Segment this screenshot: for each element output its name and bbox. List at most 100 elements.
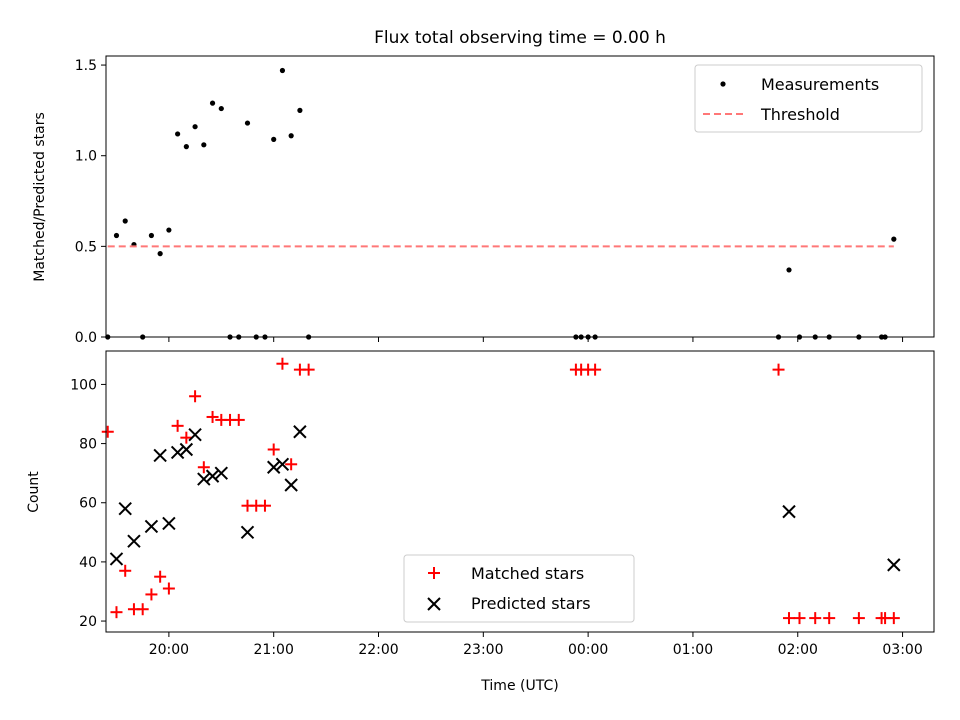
top-axis-ticks: 0.0 0.5 1.0 1.5 xyxy=(75,58,904,346)
y-tick-label: 60 xyxy=(79,496,97,512)
predicted-star-point xyxy=(293,425,307,439)
predicted-star-point xyxy=(127,534,141,548)
y-tick-label: 40 xyxy=(79,555,97,571)
measurement-point xyxy=(891,236,897,242)
predicted-star-point xyxy=(214,466,228,480)
predicted-star-point xyxy=(205,469,220,483)
matched-star-point xyxy=(809,612,822,625)
matched-stars-legend-marker xyxy=(428,567,440,579)
matched-star-point xyxy=(180,431,193,444)
matched-star-point xyxy=(110,606,123,619)
measurement-point xyxy=(288,133,294,139)
y-tick-label: 0.5 xyxy=(75,239,97,255)
matched-star-point xyxy=(145,588,158,601)
matched-star-point xyxy=(267,443,280,456)
y-tick-label: 80 xyxy=(79,437,97,453)
measurement-point xyxy=(279,67,286,74)
measurement-point xyxy=(218,105,224,112)
x-tick-label: 00:00 xyxy=(568,642,608,658)
measurement-point xyxy=(192,124,198,130)
measurement-point xyxy=(244,120,251,126)
y-tick-label: 1.0 xyxy=(75,149,97,165)
threshold-legend-label: Threshold xyxy=(760,105,840,124)
predicted-star-point xyxy=(240,525,255,540)
bottom-panel: Count Time (UTC) 20 40 60 80 100 20:00 21:00 22… xyxy=(26,350,935,694)
measurement-point xyxy=(201,142,207,148)
measurement-point xyxy=(122,218,128,224)
bottom-legend-box xyxy=(403,554,635,623)
predicted-star-point xyxy=(188,428,202,442)
matched-star-point xyxy=(171,419,184,432)
predicted-star-point xyxy=(275,457,290,471)
bottom-plot-frame xyxy=(105,350,935,633)
predicted-star-point xyxy=(887,558,901,572)
matched-star-point xyxy=(258,499,271,512)
predicted-star-point xyxy=(170,445,185,460)
predicted-star-point xyxy=(197,472,211,486)
top-panel: Flux total observing time = 0.00 h Match… xyxy=(32,28,935,346)
predicted-star-point xyxy=(118,501,132,516)
bottom-legend: Matched stars Predicted stars xyxy=(403,554,635,623)
measurement-point xyxy=(148,232,155,239)
matched-star-point xyxy=(852,612,865,625)
measurement-point xyxy=(157,251,163,257)
matched-star-point xyxy=(189,390,202,403)
measurement-point xyxy=(166,227,172,233)
matched-star-point xyxy=(276,357,289,370)
x-tick-label: 21:00 xyxy=(254,642,294,658)
predicted-star-point xyxy=(109,552,124,566)
measurement-point xyxy=(271,136,277,142)
x-tick-label: 03:00 xyxy=(882,642,922,658)
matched-star-point xyxy=(162,582,175,595)
x-tick-label: 20:00 xyxy=(149,642,189,658)
x-tick-label: 01:00 xyxy=(673,642,713,658)
x-axis-label-time: Time (UTC) xyxy=(480,678,558,694)
matched-star-point xyxy=(793,612,806,625)
matched-star-point xyxy=(136,603,149,616)
predicted-star-point xyxy=(162,516,176,531)
top-legend-box xyxy=(694,64,923,133)
matched-stars-legend-label: Matched stars xyxy=(471,564,584,583)
predicted-star-point xyxy=(284,478,298,492)
measurement-point xyxy=(175,131,181,137)
measurement-point xyxy=(209,100,216,106)
bottom-plot-marks xyxy=(101,357,901,625)
matched-star-point xyxy=(302,363,315,376)
chart-title: Flux total observing time = 0.00 h xyxy=(374,28,666,48)
y-tick-label: 20 xyxy=(79,614,97,630)
matched-star-point xyxy=(887,612,900,625)
matched-star-point xyxy=(197,461,210,474)
predicted-star-point xyxy=(153,448,167,463)
y-tick-label: 1.5 xyxy=(75,58,97,74)
predicted-star-point xyxy=(266,460,281,474)
predicted-star-point xyxy=(144,519,159,534)
measurements-legend-label: Measurements xyxy=(761,75,879,94)
matched-star-point xyxy=(285,458,298,471)
matched-star-point xyxy=(154,570,167,583)
bottom-axis-ticks: 20 40 60 80 100 20:00 21:00 22:00 23:00 00:00 01:0… xyxy=(70,377,922,658)
y-tick-label: 100 xyxy=(70,377,97,393)
matched-star-point xyxy=(589,363,602,376)
matched-star-point xyxy=(232,413,245,426)
measurement-point xyxy=(786,267,792,273)
measurement-point xyxy=(113,232,120,239)
predicted-star-point xyxy=(179,442,194,457)
predicted-star-point xyxy=(782,504,796,519)
matched-star-point xyxy=(206,410,219,423)
x-tick-label: 22:00 xyxy=(358,642,398,658)
top-legend: Measurements Threshold xyxy=(694,64,923,133)
matched-star-point xyxy=(772,363,785,376)
matched-star-point xyxy=(119,564,132,577)
measurement-point xyxy=(297,107,303,113)
matched-star-point xyxy=(823,612,836,625)
top-plot-frame xyxy=(105,55,935,338)
x-tick-label: 23:00 xyxy=(463,642,503,658)
y-tick-label: 0.0 xyxy=(75,330,97,346)
y-axis-label-ratio: Matched/Predicted stars xyxy=(32,112,48,282)
matched-star-point xyxy=(101,425,114,438)
y-axis-label-count: Count xyxy=(26,471,42,513)
predicted-stars-legend-label: Predicted stars xyxy=(471,594,591,613)
x-tick-label: 02:00 xyxy=(778,642,818,658)
measurements-legend-marker xyxy=(720,81,726,87)
